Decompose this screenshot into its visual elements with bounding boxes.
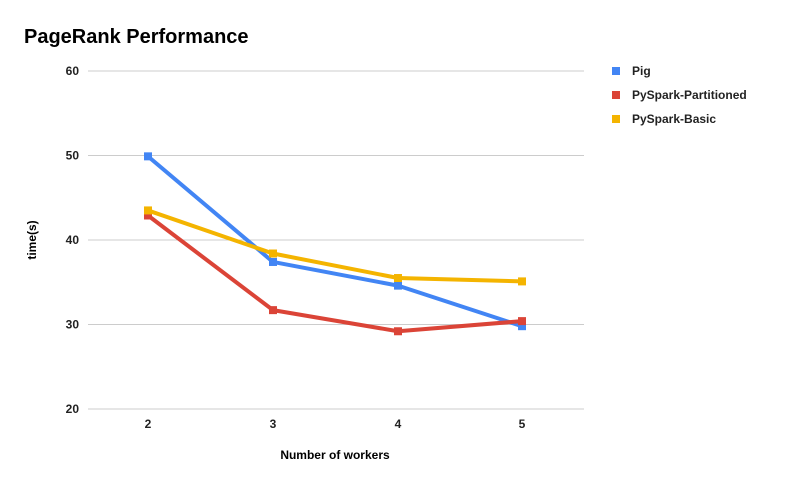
data-point: [518, 322, 526, 331]
x-tick-label: 5: [519, 417, 526, 431]
data-point: [518, 277, 526, 286]
data-point: [144, 206, 152, 215]
x-tick-label: 2: [145, 417, 152, 431]
legend: Pig PySpark-Partitioned PySpark-Basic: [612, 64, 747, 126]
y-tick-label: 40: [66, 233, 80, 247]
legend-label: Pig: [632, 64, 651, 78]
y-tick-label: 30: [66, 318, 80, 332]
data-point: [269, 257, 277, 266]
chart-title: PageRank Performance: [24, 26, 249, 48]
y-tick-label: 20: [66, 402, 80, 416]
data-point: [394, 327, 402, 336]
data-point: [394, 281, 402, 290]
series-pyspark-partitioned: [144, 211, 526, 336]
series-pyspark-basic: [144, 206, 526, 286]
series-line: [146, 208, 524, 284]
legend-label: PySpark-Basic: [632, 112, 716, 126]
x-tick-labels: 2 3 4 5: [145, 417, 526, 431]
legend-swatch: [612, 115, 620, 123]
y-tick-label: 60: [66, 64, 80, 78]
y-tick-labels: 20 30 40 50 60: [66, 64, 80, 416]
gridlines: [88, 70, 584, 410]
legend-label: PySpark-Partitioned: [632, 88, 747, 102]
series-layer: [144, 152, 526, 336]
series-line: [146, 213, 524, 334]
data-point: [394, 274, 402, 283]
series-line: [146, 154, 524, 329]
x-tick-label: 4: [395, 417, 402, 431]
y-tick-label: 50: [66, 149, 80, 163]
series-pig: [144, 152, 526, 331]
x-tick-label: 3: [270, 417, 277, 431]
data-point: [144, 211, 152, 220]
legend-swatch: [612, 91, 620, 99]
data-point: [518, 317, 526, 326]
legend-swatch: [612, 67, 620, 75]
data-point: [144, 152, 152, 161]
y-axis-label: time(s): [25, 220, 39, 259]
data-point: [269, 249, 277, 258]
data-point: [269, 306, 277, 315]
x-axis-label: Number of workers: [280, 448, 390, 462]
